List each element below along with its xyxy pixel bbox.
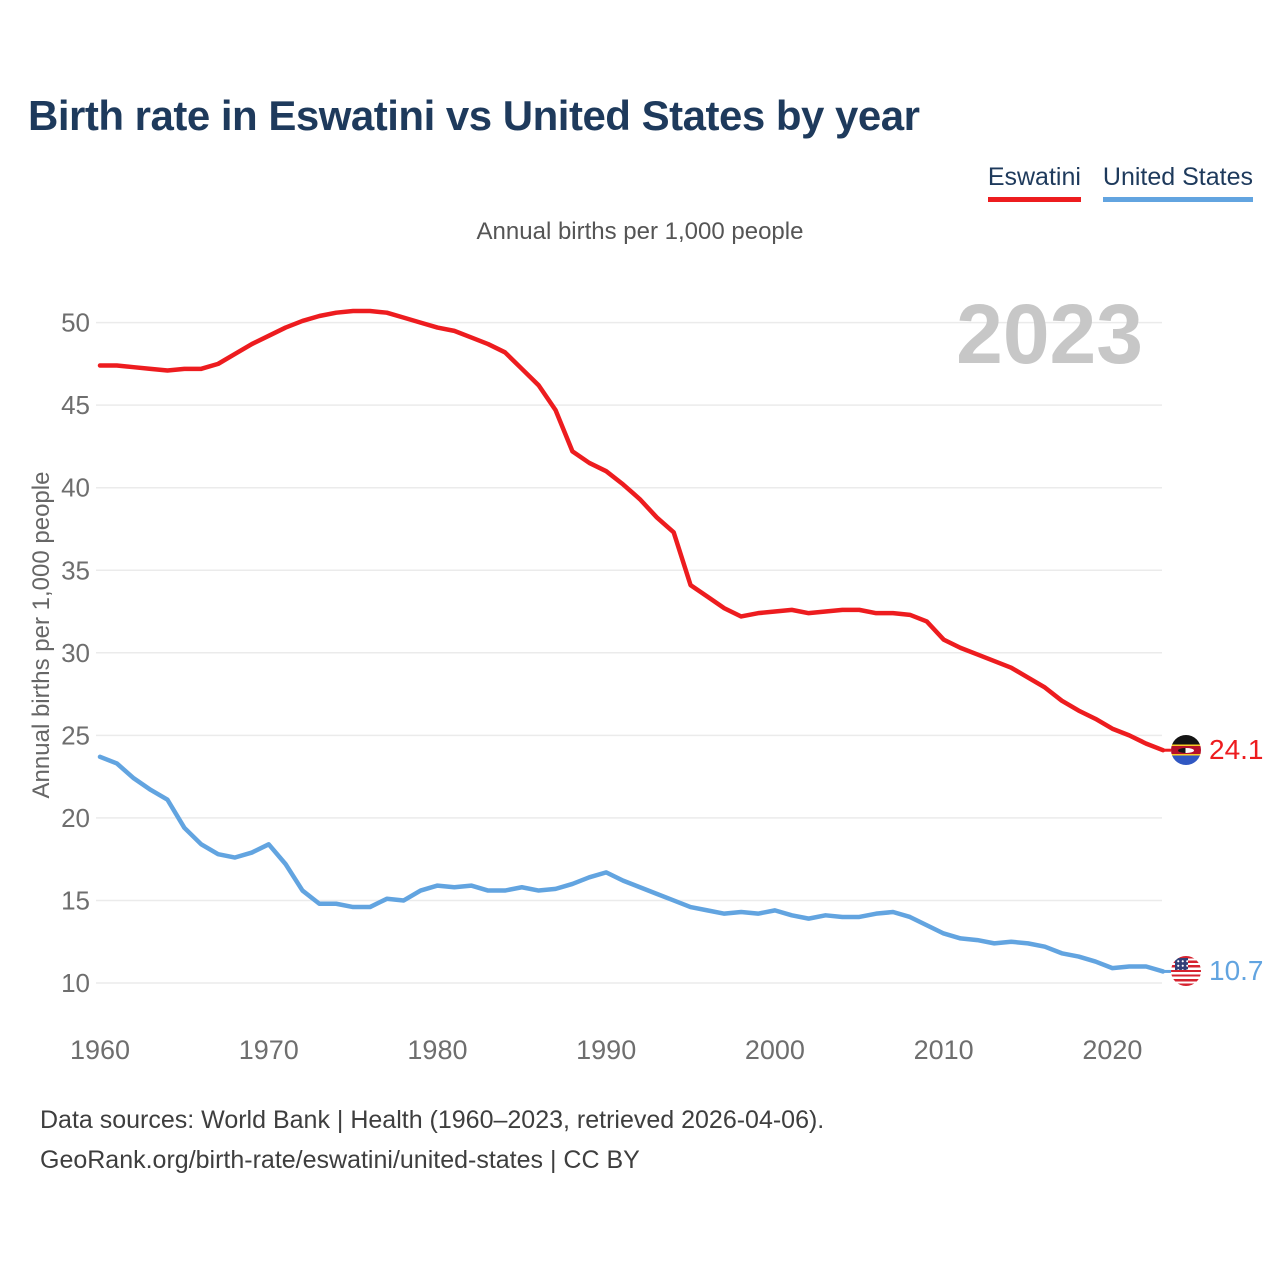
x-tick-label: 1980 <box>407 1035 467 1065</box>
x-tick-label: 1970 <box>239 1035 299 1065</box>
source-line: Data sources: World Bank | Health (1960–… <box>40 1106 825 1134</box>
legend-item-united-states[interactable]: United States <box>1102 163 1253 202</box>
legend-label-united-states: United States <box>1102 163 1253 191</box>
x-tick-label: 2020 <box>1082 1035 1142 1065</box>
us-flag-icon <box>1171 956 1201 987</box>
page-title: Birth rate in Eswatini vs United States … <box>28 92 920 139</box>
end-value-eswatini: 24.1 <box>1209 734 1264 766</box>
chart-subtitle: Annual births per 1,000 people <box>476 218 804 245</box>
y-tick-label: 40 <box>61 473 90 503</box>
united-states-line <box>97 754 1166 974</box>
x-tick-label: 2000 <box>745 1035 805 1065</box>
x-tick-label: 1990 <box>576 1035 636 1065</box>
source-url: GeoRank.org/birth-rate/eswatini/united-s… <box>40 1146 640 1174</box>
legend: Eswatini United States <box>0 163 1253 202</box>
x-tick-label: 2010 <box>914 1035 974 1065</box>
eswatini-flag-icon <box>1171 735 1201 766</box>
y-tick-label: 25 <box>61 720 90 750</box>
x-tick-label: 1960 <box>70 1035 130 1065</box>
y-tick-label: 50 <box>61 308 90 338</box>
eswatini-line <box>97 308 1166 753</box>
gridlines <box>96 321 1162 984</box>
watermark-year: 2023 <box>956 287 1143 381</box>
end-label-united-states: 10.7 <box>1171 955 1264 987</box>
legend-color-bar-united-states <box>1102 197 1253 202</box>
end-label-eswatini: 24.1 <box>1171 734 1264 766</box>
y-tick-label: 10 <box>61 968 90 998</box>
y-tick-label: 45 <box>61 390 90 420</box>
y-tick-label: 20 <box>61 803 90 833</box>
series-lines <box>97 308 1171 974</box>
source-footer: Data sources: World Bank | Health (1960–… <box>40 1100 824 1180</box>
y-tick-label: 30 <box>61 638 90 668</box>
end-value-united-states: 10.7 <box>1209 955 1264 987</box>
y-tick-label: 35 <box>61 555 90 585</box>
legend-color-bar-eswatini <box>987 197 1081 202</box>
legend-label-eswatini: Eswatini <box>987 163 1081 191</box>
y-tick-label: 15 <box>61 885 90 915</box>
legend-item-eswatini[interactable]: Eswatini <box>987 163 1081 202</box>
axis-tick-labels: 10 15 20 25 30 35 40 45 50 1960 1970 1980 1990 2000 20… <box>61 308 1142 1065</box>
